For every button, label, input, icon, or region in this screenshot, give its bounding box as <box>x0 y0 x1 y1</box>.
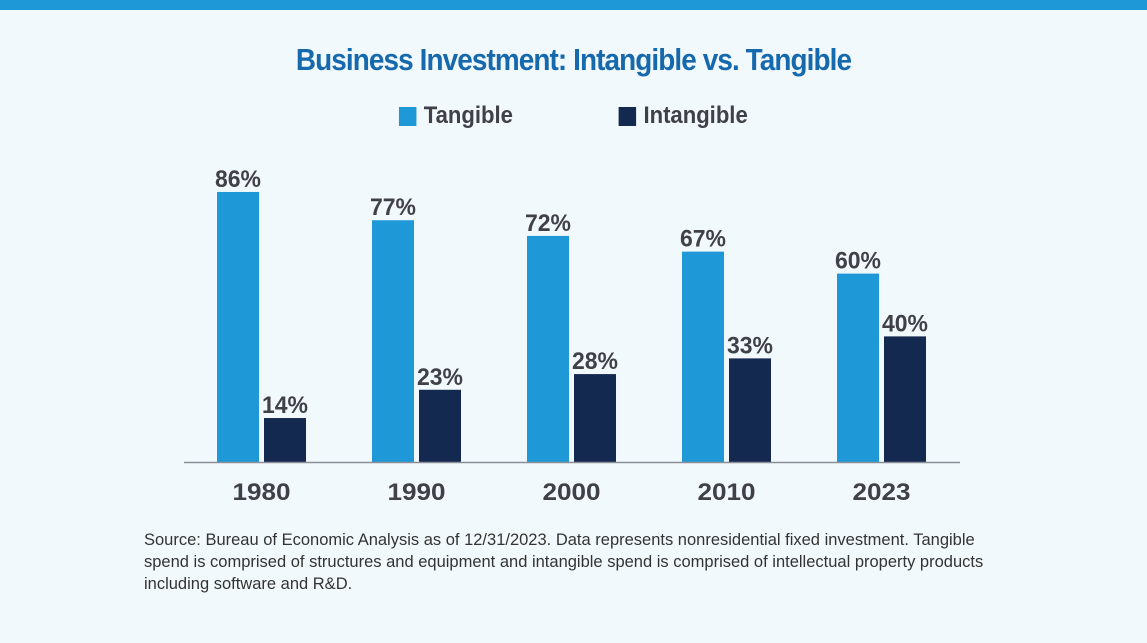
top-accent-bar <box>0 0 1147 10</box>
bar-tangible-2010 <box>682 251 724 462</box>
legend-label-tangible: Tangible <box>423 102 513 129</box>
data-label: 14% <box>262 392 308 419</box>
bar-tangible-2000 <box>527 235 569 462</box>
legend-swatch-tangible <box>398 106 417 126</box>
data-label: 72% <box>525 210 571 237</box>
legend-label-intangible: Intangible <box>643 102 748 129</box>
source-note: Source: Bureau of Economic Analysis as o… <box>144 531 984 593</box>
data-label: 67% <box>680 226 726 253</box>
bar-tangible-1980 <box>217 191 259 462</box>
data-label: 40% <box>882 310 928 337</box>
data-label: 23% <box>417 364 463 391</box>
x-tick-label: 2023 <box>853 479 911 506</box>
legend-item-intangible: Intangible <box>618 102 747 130</box>
bar-intangible-2010 <box>729 358 771 462</box>
x-tick-label: 1990 <box>388 479 446 506</box>
bar-intangible-2023 <box>884 336 926 462</box>
data-label: 86% <box>215 166 261 193</box>
bar-intangible-1980 <box>264 418 306 462</box>
x-tick-label: 2010 <box>698 479 756 506</box>
legend-item-tangible: Tangible <box>398 102 513 130</box>
legend: Tangible Intangible <box>0 102 1147 130</box>
bar-intangible-1990 <box>419 389 461 462</box>
data-label: 33% <box>727 332 773 359</box>
legend-swatch-intangible <box>618 106 636 126</box>
data-label: 77% <box>370 194 416 221</box>
bar-tangible-1990 <box>372 220 414 462</box>
x-tick-label: 1980 <box>233 479 291 506</box>
bar-intangible-2000 <box>574 374 616 462</box>
x-tick-label: 2000 <box>543 479 601 506</box>
data-label: 28% <box>572 348 618 375</box>
data-label: 60% <box>835 248 881 275</box>
bar-tangible-2023 <box>837 273 879 462</box>
chart-title: Business Investment: Intangible vs. Tang… <box>295 42 852 77</box>
